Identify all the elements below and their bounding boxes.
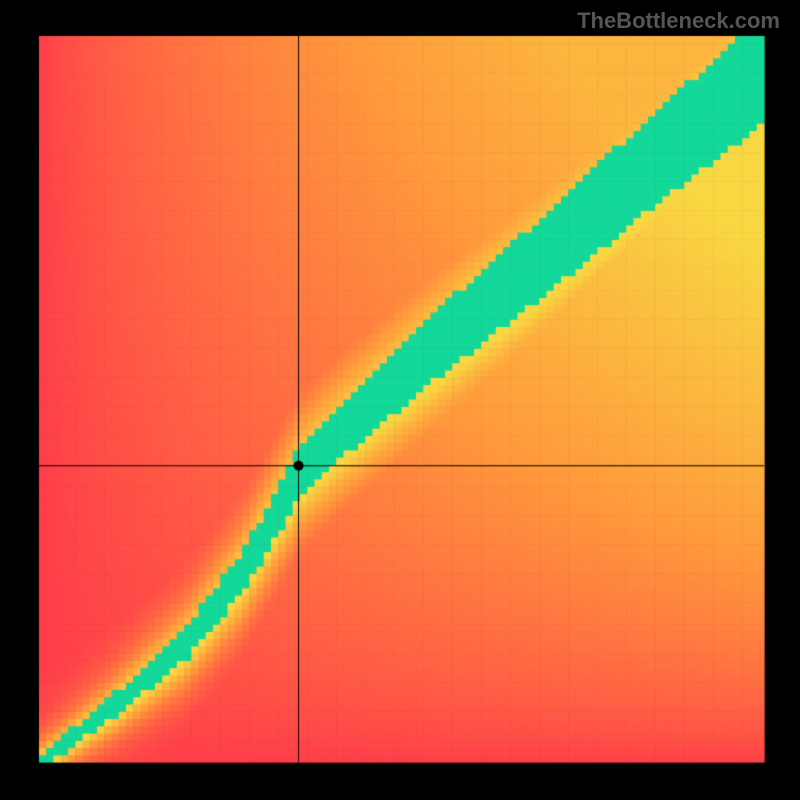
watermark-text: TheBottleneck.com — [577, 8, 780, 34]
bottleneck-heatmap — [0, 0, 800, 800]
chart-container: { "watermark": { "text": "TheBottleneck.… — [0, 0, 800, 800]
